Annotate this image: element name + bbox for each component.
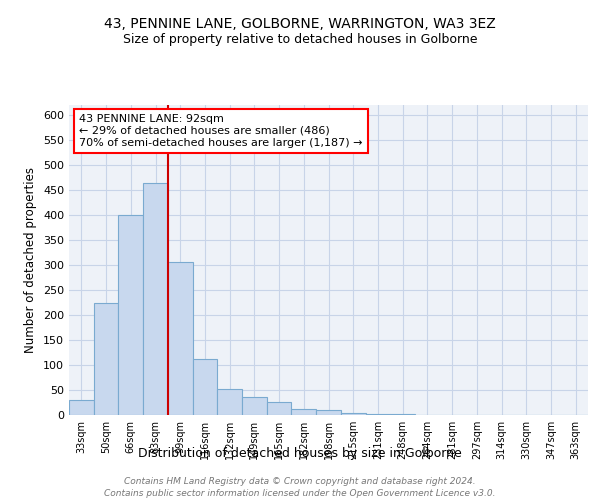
Text: Contains public sector information licensed under the Open Government Licence v3: Contains public sector information licen… — [104, 489, 496, 498]
Bar — [193, 359, 217, 415]
Text: Distribution of detached houses by size in Golborne: Distribution of detached houses by size … — [138, 448, 462, 460]
Bar — [415, 414, 440, 415]
Bar — [217, 388, 242, 415]
Y-axis label: Number of detached properties: Number of detached properties — [25, 167, 37, 353]
Bar — [514, 414, 539, 415]
Bar — [341, 412, 365, 415]
Bar — [489, 414, 514, 415]
Text: Size of property relative to detached houses in Golborne: Size of property relative to detached ho… — [123, 32, 477, 46]
Bar — [464, 414, 489, 415]
Bar — [292, 408, 316, 415]
Text: Contains HM Land Registry data © Crown copyright and database right 2024.: Contains HM Land Registry data © Crown c… — [124, 478, 476, 486]
Bar — [440, 414, 464, 415]
Bar — [365, 414, 390, 415]
Bar — [168, 262, 193, 415]
Bar — [267, 402, 292, 415]
Bar — [242, 396, 267, 415]
Bar — [390, 414, 415, 415]
Bar — [563, 414, 588, 415]
Bar — [69, 400, 94, 415]
Bar — [118, 215, 143, 415]
Text: 43 PENNINE LANE: 92sqm
← 29% of detached houses are smaller (486)
70% of semi-de: 43 PENNINE LANE: 92sqm ← 29% of detached… — [79, 114, 363, 148]
Bar — [94, 302, 118, 415]
Bar — [316, 410, 341, 415]
Bar — [539, 414, 563, 415]
Bar — [143, 182, 168, 415]
Text: 43, PENNINE LANE, GOLBORNE, WARRINGTON, WA3 3EZ: 43, PENNINE LANE, GOLBORNE, WARRINGTON, … — [104, 18, 496, 32]
